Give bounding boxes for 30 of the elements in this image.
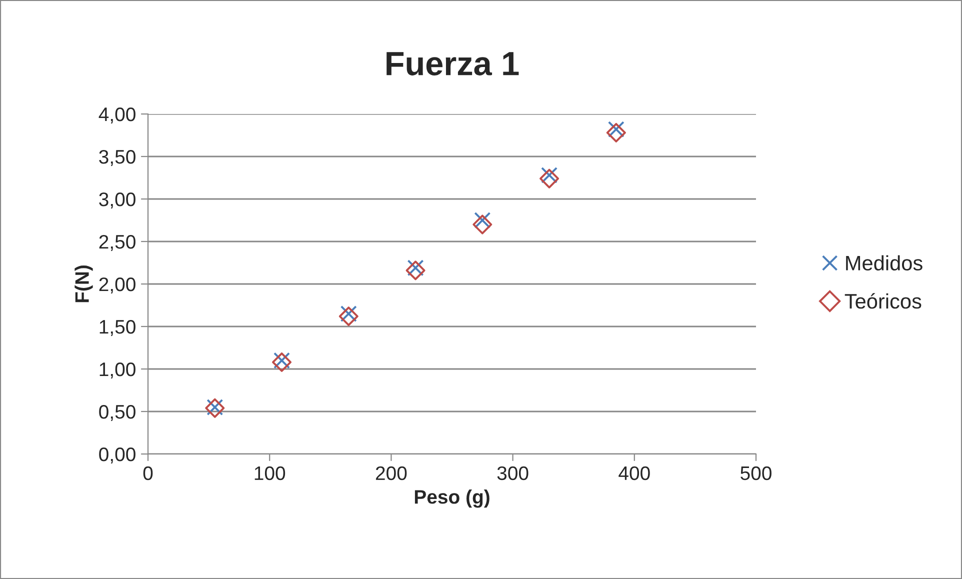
point [474, 212, 491, 229]
point [340, 305, 357, 322]
x-tick-label: 200 [376, 466, 407, 480]
y-tick-label: 1,00 [100, 362, 136, 379]
point [540, 168, 560, 188]
x-tick-label: 400 [618, 466, 650, 480]
y-tick-label: 3,00 [99, 192, 136, 209]
x-axis-title: Peso (g) [414, 489, 490, 508]
point [541, 166, 558, 184]
y-tick-label: 4,00 [98, 107, 136, 124]
y-tick-label: 3,50 [99, 150, 136, 166]
point [606, 122, 626, 142]
y-tick-label: 0,50 [99, 404, 136, 422]
y-axis-title: F(N) [74, 266, 93, 302]
x-tick-label: 500 [740, 466, 772, 480]
point [608, 121, 624, 138]
point [406, 260, 426, 280]
point [338, 306, 358, 326]
point [472, 214, 492, 234]
y-tick-label: 2,50 [99, 234, 136, 252]
y-tick-label: 0,00 [99, 447, 136, 464]
legend-label: Medidos [846, 255, 922, 271]
y-tick-label: 1,50 [100, 320, 136, 336]
x-tick-label: 0 [143, 466, 153, 480]
point [407, 260, 424, 276]
x-tick-label: 100 [254, 466, 286, 480]
legend-label: Teóricos [844, 293, 922, 309]
x-tick-label: 300 [497, 466, 528, 480]
y-tick-label: 2,00 [99, 277, 136, 294]
chart-title: Fuerza 1 [386, 52, 519, 76]
